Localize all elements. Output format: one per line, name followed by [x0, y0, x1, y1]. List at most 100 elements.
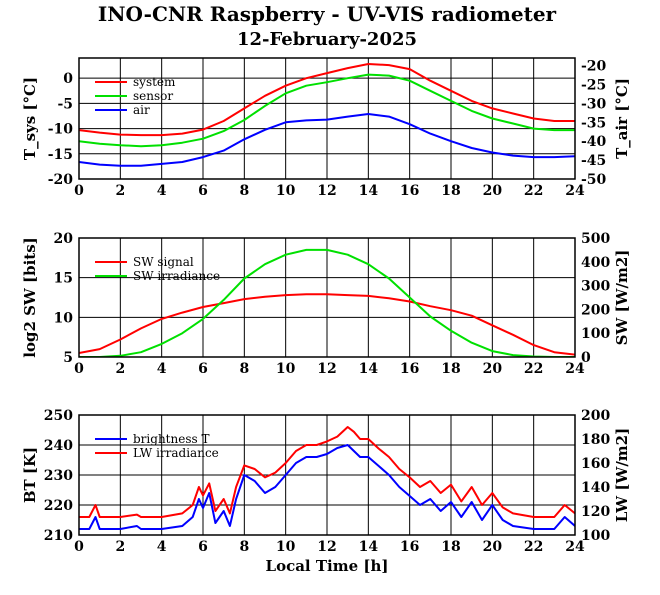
y-tick-label: -10 — [48, 122, 74, 138]
x-tick-label: 6 — [198, 361, 208, 377]
x-tick-label: 24 — [565, 361, 585, 377]
x-tick-label: 8 — [239, 539, 249, 555]
x-tick-label: 22 — [524, 183, 543, 199]
legend-label: brightness T — [133, 432, 209, 446]
x-tick-label: 12 — [317, 183, 336, 199]
y-tick-label: -15 — [48, 147, 73, 163]
series-line-sw-irradiance — [79, 248, 575, 357]
y2-tick-label: 400 — [581, 255, 610, 271]
y-axis-label: log2 SW [bits] — [21, 237, 39, 358]
y2-tick-label: -20 — [581, 59, 607, 75]
x-tick-label: 20 — [483, 361, 503, 377]
y-tick-label: 240 — [44, 438, 73, 454]
x-tick-label: 18 — [441, 539, 460, 555]
x-tick-label: 24 — [565, 539, 585, 555]
legend-label: LW irradiance — [133, 446, 219, 460]
x-tick-label: 10 — [276, 183, 296, 199]
y2-tick-label: 160 — [581, 456, 610, 472]
series-line-lw-irradiance — [79, 426, 575, 518]
y2-tick-label: 0 — [581, 350, 591, 366]
x-tick-label: 8 — [239, 361, 249, 377]
x-tick-label: 2 — [115, 539, 125, 555]
y2-tick-label: -30 — [581, 96, 607, 112]
y2-tick-label: 100 — [581, 528, 610, 544]
x-tick-label: 8 — [239, 183, 249, 199]
y-axis-label: BT [K] — [21, 447, 39, 503]
x-tick-label: 22 — [524, 539, 543, 555]
x-tick-label: 2 — [115, 183, 125, 199]
series-group — [79, 426, 575, 530]
y2-tick-label: -35 — [581, 115, 606, 131]
series-line-system — [79, 63, 575, 137]
y-tick-label: 0 — [63, 71, 73, 87]
x-tick-label: 18 — [441, 183, 460, 199]
legend-label: sensor — [133, 89, 173, 103]
y-tick-label: 15 — [54, 271, 73, 287]
plot-frame — [78, 57, 576, 180]
x-tick-label: 12 — [317, 361, 336, 377]
legend-label: SW irradiance — [133, 269, 220, 283]
y2-tick-label: -50 — [581, 172, 607, 188]
x-tick-label: 16 — [400, 183, 419, 199]
series-group — [79, 248, 575, 357]
x-tick-label: 6 — [198, 539, 208, 555]
y2-tick-label: 120 — [581, 504, 610, 520]
y-tick-label: 10 — [54, 310, 74, 326]
y2-tick-label: 100 — [581, 326, 610, 342]
x-tick-label: 16 — [400, 539, 419, 555]
y2-axis-label: SW [W/m2] — [613, 250, 631, 346]
panel-3: 0 2 4 6 8 10 12 14 16 18 20 22 242102202302402501001… — [21, 408, 631, 575]
y-tick-label: 250 — [44, 408, 73, 424]
y-tick-label: -5 — [57, 96, 73, 112]
y2-tick-label: 180 — [581, 432, 610, 448]
x-tick-label: 10 — [276, 539, 296, 555]
y2-axis-label: LW [W/m2] — [613, 428, 631, 522]
y-tick-label: 230 — [44, 468, 73, 484]
figure-title: INO-CNR Raspberry - UV-VIS radiometer — [98, 2, 557, 26]
legend-label: air — [133, 103, 150, 117]
legend-label: SW signal — [133, 255, 194, 269]
y-tick-label: 220 — [44, 498, 73, 514]
y-axis-label: T_sys [°C] — [21, 77, 39, 160]
panel-1: 0 2 4 6 8 10 12 14 16 18 20 22 24-20-15-10-50-50-45-… — [21, 57, 631, 199]
x-tick-label: 20 — [483, 183, 503, 199]
y2-tick-label: 200 — [581, 302, 610, 318]
series-line-sw-signal — [79, 293, 575, 356]
series-line-air — [79, 113, 575, 167]
y2-tick-label: -45 — [581, 153, 606, 169]
x-tick-label: 18 — [441, 361, 460, 377]
x-tick-label: 0 — [74, 361, 84, 377]
x-tick-label: 16 — [400, 361, 419, 377]
y2-tick-label: 200 — [581, 408, 610, 424]
x-tick-label: 14 — [359, 183, 379, 199]
y2-axis-label: T_air [°C] — [613, 78, 631, 159]
series-line-sensor — [79, 73, 575, 148]
x-tick-label: 4 — [157, 361, 167, 377]
y2-tick-label: 140 — [581, 480, 610, 496]
panel-2: 0 2 4 6 8 10 12 14 16 18 20 22 245101520010020030040… — [21, 231, 631, 377]
plot-frame — [78, 237, 576, 358]
x-tick-label: 4 — [157, 539, 167, 555]
x-tick-label: 14 — [359, 361, 379, 377]
x-tick-label: 0 — [74, 539, 84, 555]
x-axis-label: Local Time [h] — [266, 557, 389, 575]
y-tick-label: 210 — [44, 528, 73, 544]
y-tick-label: 5 — [63, 350, 73, 366]
x-tick-label: 14 — [359, 539, 379, 555]
plot-frame — [78, 414, 576, 536]
figure-subtitle: 12-February-2025 — [237, 29, 417, 50]
y2-tick-label: -40 — [581, 134, 607, 150]
y2-tick-label: -25 — [581, 77, 606, 93]
x-tick-label: 6 — [198, 183, 208, 199]
x-tick-label: 22 — [524, 361, 543, 377]
y2-tick-label: 300 — [581, 279, 610, 295]
y-tick-label: -20 — [48, 172, 74, 188]
x-tick-label: 4 — [157, 183, 167, 199]
x-tick-label: 2 — [115, 361, 125, 377]
y2-tick-label: 500 — [581, 231, 610, 247]
series-group — [79, 63, 575, 167]
x-tick-label: 12 — [317, 539, 336, 555]
legend-label: system — [133, 75, 176, 89]
